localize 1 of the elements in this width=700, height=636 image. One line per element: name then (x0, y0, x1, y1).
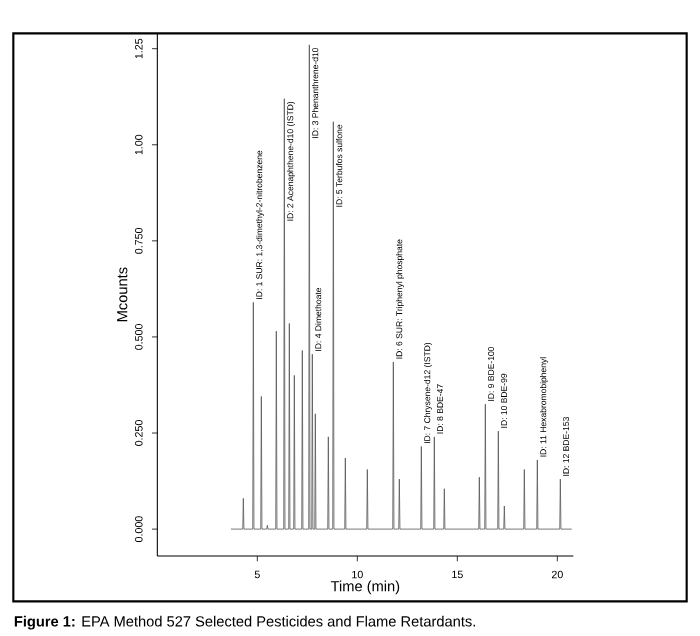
line-series (230, 44, 572, 530)
